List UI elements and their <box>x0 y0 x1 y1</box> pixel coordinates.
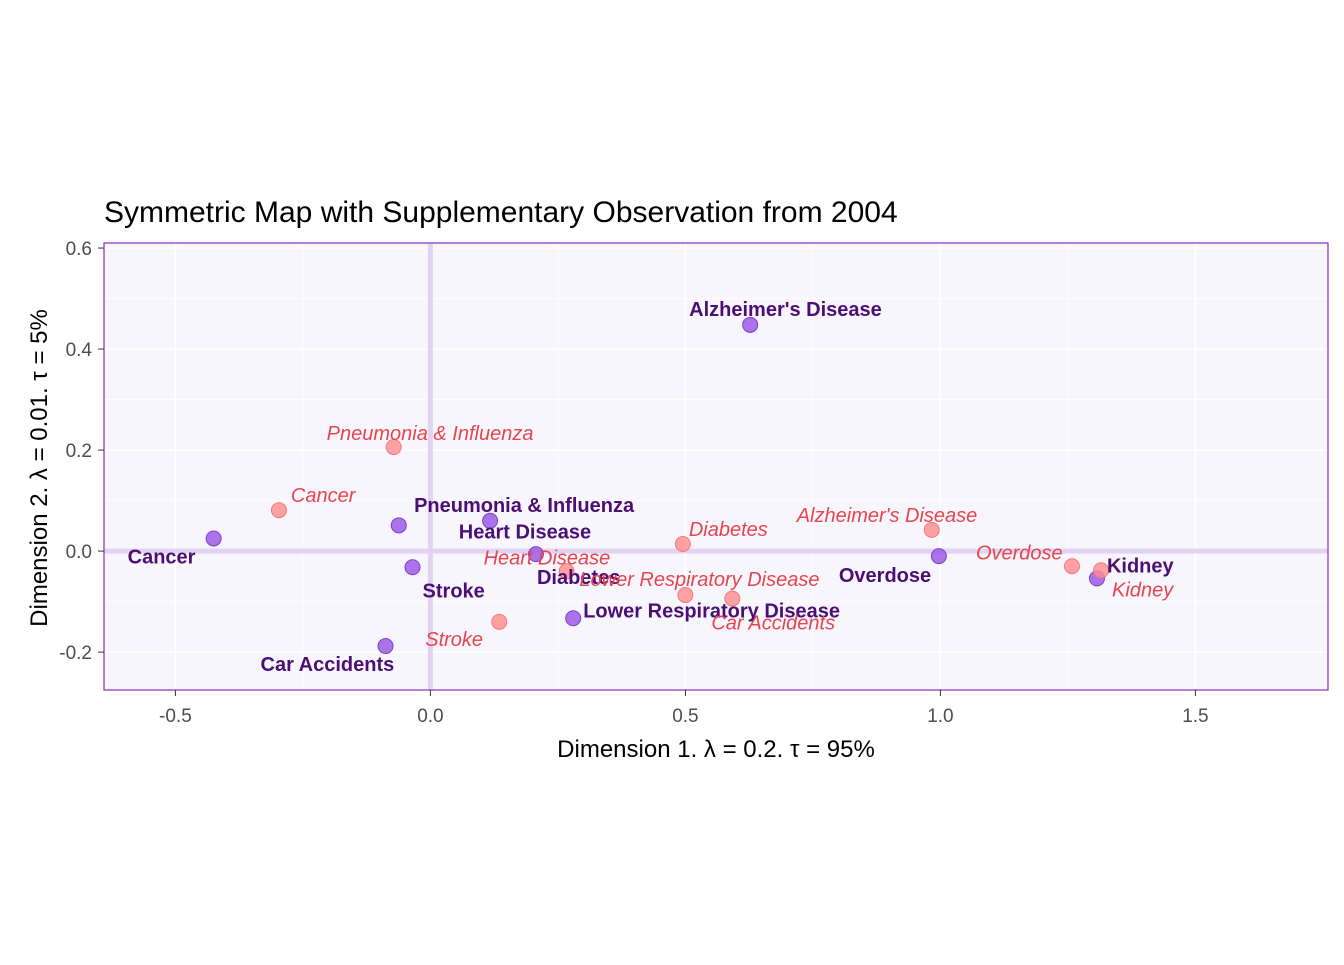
supplementary-label-kidney: Kidney <box>1112 579 1174 601</box>
active-point-cancer <box>205 530 222 547</box>
x-tick-label: -0.5 <box>159 706 192 727</box>
active-point-alzheimer-s-disease <box>742 316 759 333</box>
supplementary-point-lower-respiratory-disease <box>677 587 694 604</box>
supplementary-point-stroke <box>491 613 508 630</box>
x-tick-label: 1.0 <box>927 706 953 727</box>
active-label-heart-disease: Heart Disease <box>459 521 591 543</box>
active-label-kidney: Kidney <box>1107 555 1175 577</box>
active-point-lower-respiratory-disease <box>565 610 582 627</box>
origin-lines <box>104 243 1328 690</box>
supplementary-label-stroke: Stroke <box>425 629 483 651</box>
supplementary-label-cancer: Cancer <box>291 485 357 507</box>
chart-title: Symmetric Map with Supplementary Observa… <box>104 196 898 229</box>
y-tick-label: 0.0 <box>66 542 92 563</box>
supplementary-label-pneumonia-influenza: Pneumonia & Influenza <box>327 423 534 445</box>
active-label-stroke: Stroke <box>423 580 485 602</box>
y-tick-label: -0.2 <box>59 643 92 664</box>
supplementary-point-alzheimer-s-disease <box>923 521 940 538</box>
supplementary-point-car-accidents <box>724 590 741 607</box>
active-label-pneumonia-influenza: Pneumonia & Influenza <box>414 495 635 517</box>
supplementary-point-overdose <box>1063 558 1080 575</box>
x-axis-title: Dimension 1. λ = 0.2. τ = 95% <box>557 736 875 763</box>
supplementary-point-heart-disease <box>558 563 575 580</box>
active-label-car-accidents: Car Accidents <box>261 654 395 676</box>
active-point-heart-disease <box>390 517 407 534</box>
plot-panel <box>104 243 1328 690</box>
supplementary-label-car-accidents: Car Accidents <box>711 613 835 635</box>
supplementary-label-alzheimer-s-disease: Alzheimer's Disease <box>796 505 978 527</box>
x-tick-label: 1.5 <box>1182 706 1208 727</box>
active-label-diabetes: Diabetes <box>537 567 620 589</box>
y-tick-label: 0.4 <box>66 340 93 361</box>
active-point-overdose <box>930 548 947 565</box>
y-axis-ticks: -0.2 0.0 0.2 0.4 0.6 <box>59 239 104 664</box>
x-tick-label: 0.5 <box>672 706 698 727</box>
supplementary-label-diabetes: Diabetes <box>689 519 768 541</box>
supplementary-label-lower-respiratory-disease: Lower Respiratory Disease <box>579 569 819 591</box>
x-axis-ticks: -0.5 0.0 0.5 1.0 1.5 <box>159 690 1209 727</box>
active-point-diabetes <box>527 546 544 563</box>
minor-gridlines <box>104 243 1328 690</box>
x-tick-label: 0.0 <box>417 706 443 727</box>
supplementary-point-pneumonia-influenza <box>385 439 402 456</box>
y-tick-label: 0.2 <box>66 441 92 462</box>
active-label-overdose: Overdose <box>839 565 931 587</box>
active-label-lower-respiratory-disease: Lower Respiratory Disease <box>583 600 840 622</box>
supplementary-label-heart-disease: Heart Disease <box>484 547 611 569</box>
y-axis-title: Dimension 2. λ = 0.01. τ = 5% <box>26 309 53 627</box>
active-point-stroke <box>404 559 421 576</box>
supplementary-point-kidney <box>1093 562 1110 579</box>
active-point-pneumonia-influenza <box>482 512 499 529</box>
point-labels: Cancer Heart Disease Stroke Car Accidents Pn… <box>128 299 1175 676</box>
active-point-car-accidents <box>377 638 394 655</box>
active-label-cancer: Cancer <box>128 546 196 568</box>
plot-border <box>103 242 1329 691</box>
supplementary-point-diabetes <box>674 536 691 553</box>
supplementary-point-cancer <box>270 502 287 519</box>
points <box>205 316 1110 655</box>
supplementary-label-overdose: Overdose <box>976 542 1063 564</box>
active-label-alzheimer-s-disease: Alzheimer's Disease <box>689 299 882 321</box>
y-tick-label: 0.6 <box>66 239 92 260</box>
